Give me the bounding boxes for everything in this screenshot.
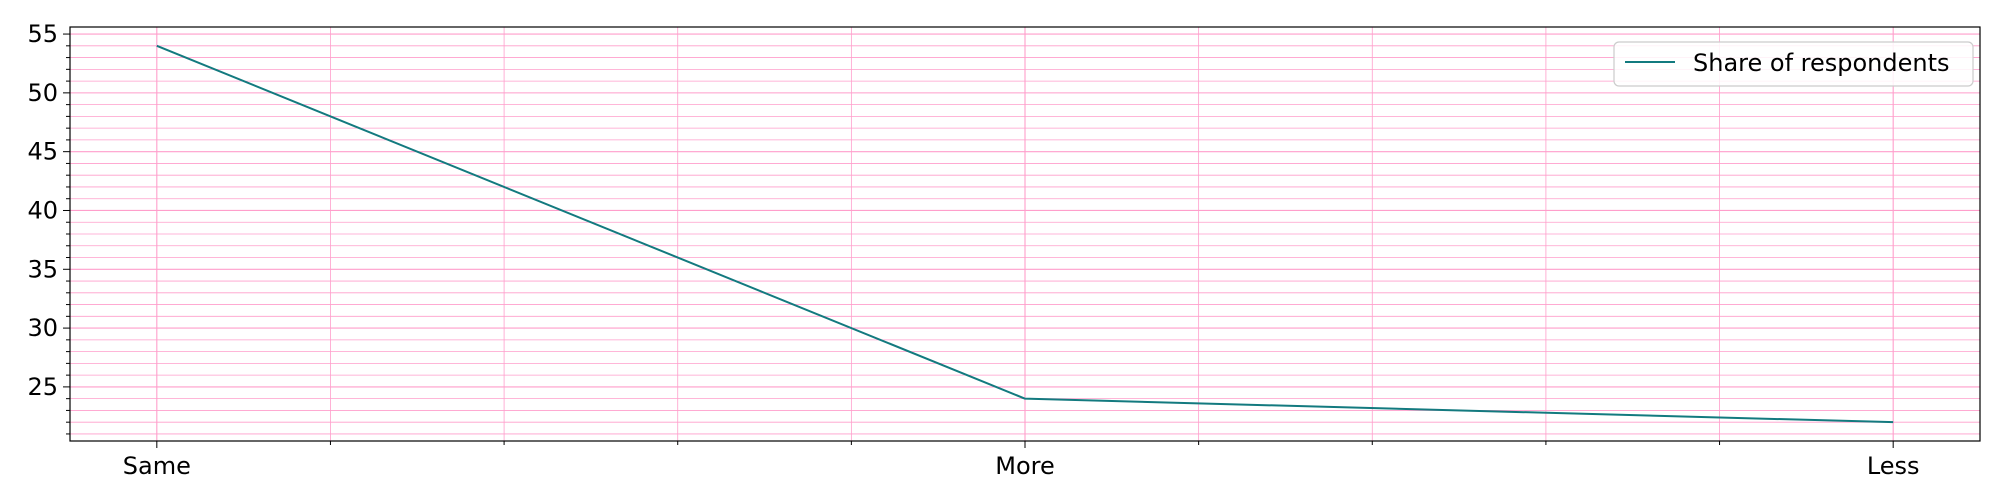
y-axis-tick-labels: 25 30 35 40 45 50 55 (27, 20, 58, 401)
legend: Share of respondents (1613, 41, 1974, 87)
y-tick-label: 25 (27, 373, 58, 401)
series-layer (156, 44, 1894, 424)
axis-ticks (63, 33, 1894, 448)
y-tick-label: 55 (27, 20, 58, 48)
x-tick-label: Less (1867, 452, 1920, 480)
y-tick-label: 30 (27, 314, 58, 342)
y-tick-label: 45 (27, 138, 58, 166)
y-tick-label: 40 (27, 196, 58, 224)
y-tick-label: 35 (27, 255, 58, 283)
legend-label-share-of-respondents: Share of respondents (1693, 49, 1950, 77)
x-tick-label: More (995, 452, 1055, 480)
grid-lines (70, 27, 1980, 441)
legend-box (1613, 41, 1974, 87)
x-axis-tick-labels: Same More Less (123, 452, 1920, 480)
x-tick-label: Same (123, 452, 191, 480)
y-tick-label: 50 (27, 79, 58, 107)
